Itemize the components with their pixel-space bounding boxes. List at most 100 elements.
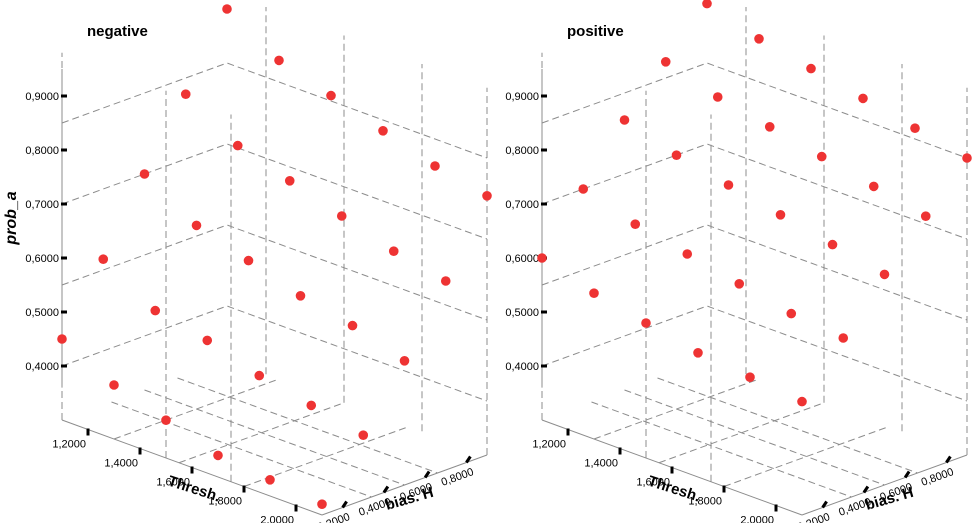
data-point <box>702 0 712 9</box>
gridline-horizontal <box>61 62 488 159</box>
data-point <box>326 90 336 101</box>
z-tick-label: 0,8000 <box>920 466 956 489</box>
panel-negative: negative 0,4000 0,5000 0,6000 0,7000 0,8000 0,… <box>25 4 492 523</box>
x-axis-title: Thresh. <box>166 473 223 506</box>
y-tick-label: 0,8000 <box>505 145 539 157</box>
z-tick <box>382 485 390 494</box>
z-axis-line <box>321 454 488 516</box>
gridline-horizontal <box>61 305 488 402</box>
data-point <box>191 220 202 231</box>
data-point <box>430 161 440 171</box>
x-tick-label: 1,4000 <box>584 458 618 470</box>
x-tick-label: 1,2000 <box>52 439 86 451</box>
data-point <box>868 181 879 192</box>
data-point <box>213 450 223 461</box>
x-tick-label: 1,6000 <box>156 477 190 489</box>
gridline-horizontal <box>541 224 968 321</box>
data-point <box>786 308 797 319</box>
data-point <box>274 55 284 66</box>
data-point <box>139 169 150 179</box>
gridline-horizontal <box>61 224 488 321</box>
z-tick <box>423 470 431 479</box>
data-point <box>317 499 327 510</box>
y-tick-label: 0,9000 <box>25 91 59 103</box>
gridline-floor <box>178 402 345 464</box>
y-tick-label: 0,9000 <box>505 91 539 103</box>
data-point <box>920 211 931 221</box>
y-axis-title: prob_a <box>3 191 20 245</box>
x-axis-title: Thresh. <box>646 473 703 506</box>
data-point <box>243 255 254 266</box>
y-tick-label: 0,5000 <box>25 307 59 319</box>
z-tick <box>903 470 911 479</box>
data-point <box>222 4 232 14</box>
gridline-floor <box>243 426 410 487</box>
gridline-floor <box>177 377 438 474</box>
y-tick-label: 0,7000 <box>505 199 539 211</box>
data-point <box>358 430 369 441</box>
data-point <box>962 153 972 163</box>
gridline-horizontal <box>541 62 968 159</box>
data-point <box>671 150 682 160</box>
data-point <box>806 63 816 74</box>
data-point <box>578 184 589 194</box>
data-point <box>660 57 671 67</box>
y-tick-label: 0,4000 <box>505 361 539 373</box>
y-tick-label: 0,5000 <box>505 307 539 319</box>
gridline-horizontal <box>541 143 968 240</box>
x-tick-label: 1,4000 <box>104 458 138 470</box>
data-point <box>693 348 703 358</box>
data-point <box>619 115 630 125</box>
data-point <box>879 269 890 280</box>
y-tick-label: 0,6000 <box>505 253 539 265</box>
data-point <box>797 396 807 407</box>
gridline-floor <box>593 378 760 440</box>
data-point <box>827 239 838 250</box>
data-point <box>295 291 306 301</box>
z-axis-line <box>801 454 968 516</box>
data-point <box>775 210 786 220</box>
data-point <box>910 123 920 133</box>
gridline-horizontal <box>541 305 968 402</box>
x-tick-label: 1,2000 <box>532 439 566 451</box>
x-tick-label: 1,8000 <box>688 496 722 508</box>
z-tick <box>465 455 472 464</box>
data-point <box>254 370 265 381</box>
data-point <box>388 246 399 256</box>
z-tick-label: 0,8000 <box>440 466 476 489</box>
data-point <box>399 356 410 366</box>
gridline-floor <box>624 389 885 486</box>
data-point <box>745 372 755 383</box>
data-point <box>838 333 849 343</box>
gridline-floor <box>658 402 825 464</box>
gridline-floor <box>113 378 280 440</box>
gridline-horizontal <box>61 143 488 240</box>
y-tick-label: 0,4000 <box>25 361 59 373</box>
panel-title: negative <box>87 23 148 40</box>
data-point <box>284 176 295 186</box>
data-point <box>161 415 171 426</box>
gridline-floor <box>144 389 405 486</box>
data-point <box>682 249 693 259</box>
x-tick-label: 1,6000 <box>636 477 670 489</box>
data-point <box>265 475 275 485</box>
data-point <box>764 122 775 132</box>
data-point <box>712 92 723 102</box>
gridline-floor <box>111 401 372 498</box>
z-tick-label: 0,2000 <box>316 511 352 523</box>
data-point <box>202 335 213 346</box>
gridline-floor <box>657 377 918 474</box>
data-point <box>630 219 641 229</box>
data-point <box>440 276 451 286</box>
panel-positive: positive 0,4000 0,5000 0,6000 0,7000 0,8000 0,… <box>505 0 972 523</box>
data-point <box>482 191 492 201</box>
x-tick-label: 2,0000 <box>740 515 774 523</box>
y-tick-label: 0,7000 <box>25 199 59 211</box>
data-point <box>754 34 764 44</box>
z-tick <box>341 500 348 509</box>
data-point <box>816 151 827 162</box>
z-tick <box>945 455 952 464</box>
data-point <box>347 320 358 331</box>
data-point <box>378 126 388 136</box>
data-point <box>180 89 191 99</box>
